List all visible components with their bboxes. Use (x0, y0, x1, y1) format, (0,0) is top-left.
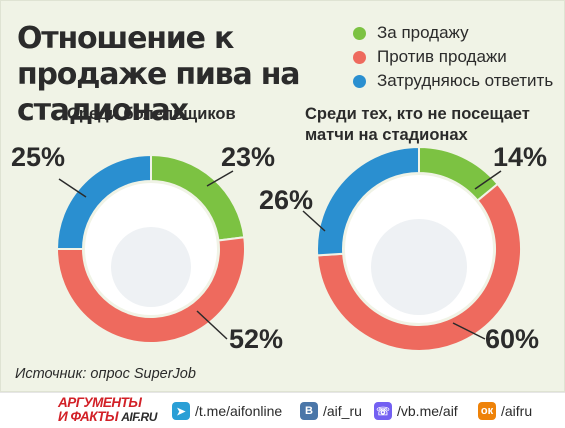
legend-dot-icon (353, 26, 366, 40)
donut-charts (55, 145, 522, 352)
chart-2-title: Среди тех, кто не посещает матчи на стад… (305, 105, 530, 144)
telegram-icon: ➤ (172, 402, 190, 420)
slice-against (55, 236, 246, 344)
vk-icon: B (300, 402, 318, 420)
legend-dot-icon (353, 74, 366, 88)
social-link-telegram[interactable]: ➤ /t.me/aifonline (172, 402, 282, 420)
legend-label: Затрудняюсь ответить (377, 71, 554, 90)
leader-line (58, 178, 87, 198)
legend-item-against: Против продажи (353, 45, 553, 69)
social-link-viber[interactable]: ☏ /vb.me/aif (374, 402, 458, 420)
legend-dot-icon (353, 50, 366, 64)
leader-line (206, 170, 234, 187)
source-note: Источник: опрос SuperJob (15, 366, 196, 382)
infographic-title: Отношение к продаже пива на стадионах (17, 21, 301, 128)
chart-1-title: Среди болельщиков (67, 105, 236, 123)
chart-2-label-for: 14% (493, 142, 548, 172)
chart-1-label-against: 52% (229, 324, 284, 354)
aif-logo[interactable]: АРГУМЕНТЫ И ФАКТЫ AIF.RU (58, 395, 157, 425)
illustration-placeholder (371, 219, 467, 315)
legend-label: Против продажи (377, 47, 507, 66)
social-link-vk[interactable]: B /aif_ru (300, 402, 362, 420)
leader-line (196, 310, 228, 340)
viber-icon: ☏ (374, 402, 392, 420)
social-link-text: /t.me/aifonline (195, 403, 283, 419)
slice-against (316, 182, 522, 352)
social-link-text: /aifru (501, 403, 533, 419)
leader-line (302, 210, 326, 232)
chart-1-label-for: 23% (221, 142, 276, 172)
social-link-text: /aif_ru (323, 403, 362, 419)
donut-non-visitors (316, 145, 522, 352)
chart-2-label-against: 60% (485, 324, 540, 354)
infographic-card: Отношение к продаже пива на стадионах За… (0, 0, 565, 392)
legend-label: За продажу (377, 23, 469, 42)
chart-2-label-undecided: 26% (259, 185, 314, 215)
legend: За продажу Против продажи Затрудняюсь от… (353, 21, 553, 93)
legend-item-undecided: Затрудняюсь ответить (353, 69, 553, 93)
social-link-text: /vb.me/aif (397, 403, 458, 419)
brand-line-1: АРГУМЕНТЫ (58, 395, 142, 410)
chart-1-label-undecided: 25% (11, 142, 66, 172)
illustration-placeholder (111, 227, 191, 307)
leader-line (474, 170, 502, 190)
slice-undecided (55, 153, 152, 250)
brand-line-2: И ФАКТЫ AIF.RU (58, 409, 157, 425)
slice-undecided (316, 145, 420, 257)
leader-line (452, 322, 486, 340)
label-leader-lines (58, 170, 502, 340)
social-link-odnoklassniki[interactable]: ок /aifru (478, 402, 532, 420)
footer: АРГУМЕНТЫ И ФАКТЫ AIF.RU ➤ /t.me/aifonli… (0, 392, 565, 428)
donut-fans (55, 153, 246, 344)
legend-item-for: За продажу (353, 21, 553, 45)
odnoklassniki-icon: ок (478, 402, 496, 420)
